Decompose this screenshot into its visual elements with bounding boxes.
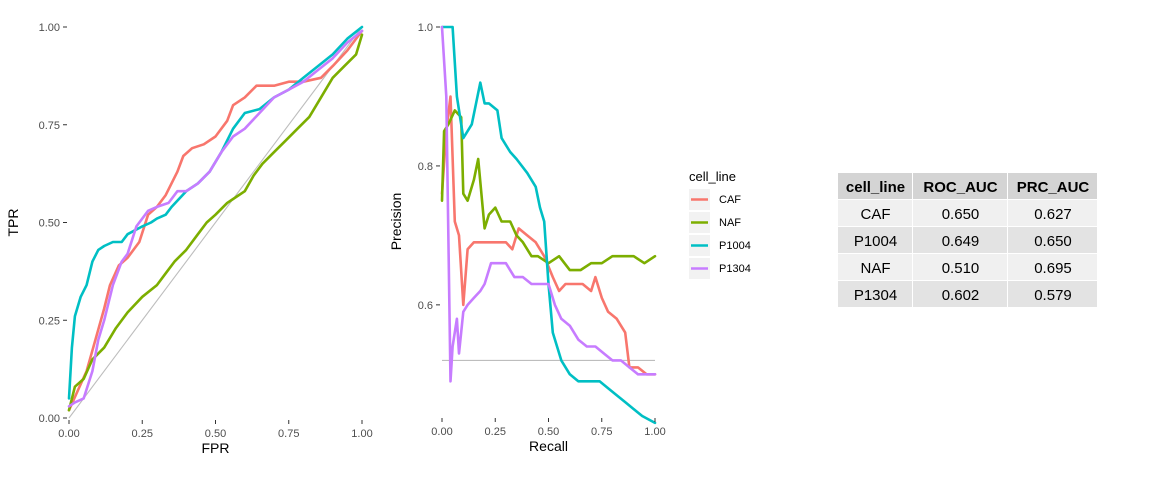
- roc-x-axis-title: FPR: [202, 440, 230, 456]
- table-cell-bg: [913, 200, 1007, 226]
- table-cell: 0.579: [1034, 287, 1072, 304]
- pr-series-naf: [440, 109, 657, 272]
- pr-x-axis-title: Recall: [529, 438, 568, 454]
- table-cell: P1304: [854, 287, 897, 304]
- precision-recall-panel: 0.00 0.25 0.50 0.75 1.00 0.6 0.8 1.0 Recall Preci…: [388, 22, 666, 454]
- pr-x-tick-label: 0.00: [431, 426, 452, 438]
- legend: cell_line CAF NAF P1004 P1304: [689, 169, 751, 279]
- roc-series-p1004: [67, 25, 364, 400]
- table-cell-bg: [913, 254, 1007, 280]
- roc-y-tick-label: 0.75: [39, 120, 60, 132]
- pr-series-p1304: [440, 25, 657, 383]
- roc-y-axis-title: TPR: [5, 209, 21, 237]
- table-cell: 0.695: [1034, 260, 1072, 277]
- table-header-roc_auc: ROC_AUC: [923, 179, 997, 196]
- roc-y-tick-label: 0.00: [39, 413, 60, 425]
- pr-y-tick-label: 0.8: [418, 161, 433, 173]
- roc-x-tick-label: 0.50: [205, 428, 226, 440]
- table-cell-bg: [838, 254, 912, 280]
- table-cell-bg: [838, 227, 912, 253]
- legend-label-caf: CAF: [719, 194, 741, 206]
- roc-reference-line: [68, 26, 363, 419]
- table-cell: P1004: [854, 233, 897, 250]
- pr-y-tick-label: 1.0: [418, 22, 433, 34]
- table-cell: 0.510: [942, 260, 980, 277]
- table-cell: 0.602: [942, 287, 980, 304]
- table-cell: 0.650: [1034, 233, 1072, 250]
- pr-x-tick-label: 0.50: [538, 426, 559, 438]
- roc-series-caf: [67, 29, 364, 412]
- table-header-cell: [838, 173, 912, 199]
- table-cell-bg: [1008, 281, 1097, 307]
- table-header-cell: [913, 173, 1007, 199]
- table-cell-bg: [838, 281, 912, 307]
- table-cell-bg: [1008, 200, 1097, 226]
- table-cell-bg: [913, 281, 1007, 307]
- legend-label-naf: NAF: [719, 217, 741, 229]
- table-cell-bg: [913, 227, 1007, 253]
- pr-y-tick-label: 0.6: [418, 300, 433, 312]
- roc-x-tick-label: 1.00: [351, 428, 372, 440]
- pr-x-tick-label: 0.75: [591, 426, 612, 438]
- pr-x-tick-label: 1.00: [644, 426, 665, 438]
- legend-label-p1304: P1304: [719, 263, 751, 275]
- roc-x-tick-label: 0.00: [58, 428, 79, 440]
- summary-table: cell_line ROC_AUC PRC_AUC CAF 0.650 0.627 P100…: [838, 173, 1097, 307]
- table-cell-bg: [1008, 227, 1097, 253]
- legend-label-p1004: P1004: [719, 240, 751, 252]
- legend-title: cell_line: [689, 169, 736, 184]
- roc-y-tick-label: 1.00: [39, 22, 60, 34]
- table-cell-bg: [838, 200, 912, 226]
- table-cell-bg: [1008, 254, 1097, 280]
- pr-y-axis-title: Precision: [388, 193, 404, 251]
- roc-y-tick-label: 0.25: [39, 315, 60, 327]
- table-header-cell_line: cell_line: [846, 179, 905, 196]
- table-header-cell: [1008, 173, 1097, 199]
- table-header-prc_auc: PRC_AUC: [1017, 179, 1090, 196]
- table-cell: NAF: [861, 260, 891, 277]
- roc-series-naf: [67, 33, 364, 412]
- roc-x-tick-label: 0.25: [132, 428, 153, 440]
- roc-x-tick-label: 0.75: [278, 428, 299, 440]
- pr-x-tick-label: 0.25: [485, 426, 506, 438]
- pr-series-caf: [440, 95, 657, 376]
- pr-series-p1004: [440, 25, 657, 425]
- roc-y-tick-label: 0.50: [39, 218, 60, 230]
- roc-panel: 0.00 0.25 0.50 0.75 1.00 0.00 0.25 0.50 0.75 1.00…: [5, 22, 373, 456]
- table-cell: 0.649: [942, 233, 980, 250]
- table-cell: 0.627: [1034, 206, 1072, 223]
- table-cell: 0.650: [942, 206, 980, 223]
- roc-series-p1304: [67, 29, 364, 408]
- table-cell: CAF: [861, 206, 891, 223]
